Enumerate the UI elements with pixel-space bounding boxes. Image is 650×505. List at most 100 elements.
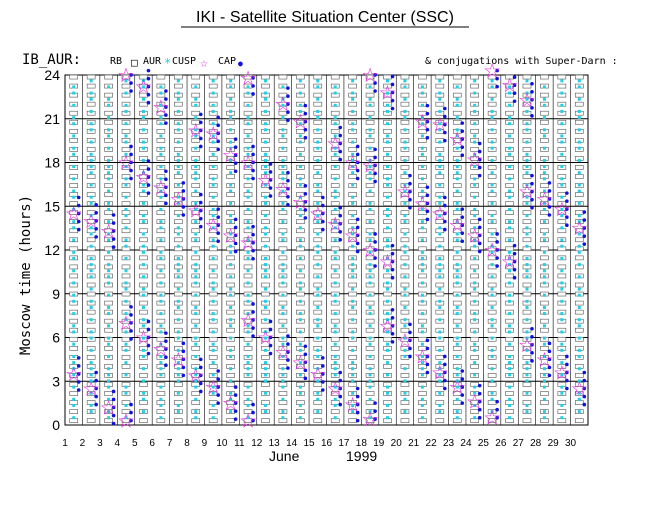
cap-dot: [181, 197, 186, 201]
cusp-marker: [403, 367, 407, 371]
cusp-marker: [194, 171, 198, 175]
y-tick-label: 0: [52, 417, 60, 433]
cusp-marker: [124, 287, 128, 291]
cap-dot: [129, 73, 133, 77]
cusp-marker: [263, 263, 267, 267]
cusp-marker: [542, 336, 546, 340]
cap-star: ☆: [379, 316, 397, 338]
aur-square: [208, 418, 218, 423]
cusp-marker: [107, 201, 111, 205]
cap-dot: [443, 203, 447, 208]
cap-dot: [443, 386, 447, 391]
aur-square: [261, 291, 270, 297]
cusp-marker: [438, 403, 442, 407]
cusp-marker: [455, 189, 459, 193]
aur-square: [208, 219, 218, 225]
cap-dot: [146, 335, 151, 340]
cap-star: ☆: [257, 328, 275, 350]
cusp-marker: [542, 305, 546, 309]
cap-dot: [355, 402, 360, 407]
aur-square: [296, 273, 305, 279]
cap-dot: [216, 223, 220, 228]
cusp-marker: [333, 312, 337, 316]
cusp-marker: [438, 318, 442, 322]
x-tick-label: 7: [167, 438, 173, 449]
cusp-marker: [72, 85, 76, 89]
cap-dot: [76, 372, 81, 376]
x-tick-label: 24: [460, 438, 472, 449]
cusp-marker: [124, 122, 128, 126]
cusp-marker: [159, 250, 163, 254]
cusp-marker: [211, 348, 215, 352]
cap-star: ☆: [65, 204, 83, 226]
cusp-marker: [438, 140, 442, 144]
aur-square: [208, 364, 218, 369]
cusp-marker: [455, 342, 459, 346]
cusp-marker: [438, 287, 442, 291]
cusp-marker: [211, 269, 215, 273]
cusp-marker: [333, 416, 337, 420]
cusp-marker: [211, 109, 215, 113]
aur-square: [452, 192, 462, 197]
cap-star: ☆: [239, 153, 257, 175]
cusp-marker: [194, 379, 198, 383]
cap-dot: [338, 157, 343, 162]
cap-dot: [355, 144, 360, 149]
cusp-marker: [403, 171, 407, 175]
cusp-marker: [438, 379, 442, 383]
cap-dot: [216, 115, 220, 120]
cusp-marker: [246, 226, 250, 230]
cusp-marker: [141, 85, 145, 89]
aur-square: [418, 246, 427, 252]
cap-dot: [303, 368, 308, 373]
cusp-marker: [89, 158, 93, 162]
cap-dot: [146, 92, 151, 97]
cusp-marker: [211, 238, 215, 242]
cusp-marker: [124, 140, 128, 144]
cusp-marker: [542, 158, 546, 162]
cusp-marker: [368, 275, 372, 279]
cap-dot: [146, 84, 151, 89]
aur-square: [330, 138, 340, 143]
cusp-marker: [229, 183, 233, 187]
cusp-marker: [525, 97, 529, 101]
cusp-marker: [194, 305, 198, 309]
cap-dot: [390, 106, 395, 111]
aur-square: [121, 83, 131, 89]
aur-square: [139, 309, 148, 315]
cap-dot: [129, 313, 133, 317]
cusp-marker: [368, 85, 372, 89]
cusp-marker: [176, 318, 180, 322]
cusp-marker: [72, 152, 76, 156]
cusp-marker: [351, 299, 355, 303]
cap-dot: [408, 346, 412, 351]
cusp-marker: [333, 116, 337, 120]
cusp-marker: [525, 244, 529, 248]
cap-dot: [530, 106, 534, 110]
aur-square: [121, 228, 131, 234]
cap-dot: [460, 121, 465, 125]
cap-dot: [338, 378, 343, 383]
cusp-marker: [263, 379, 267, 383]
aur-square: [348, 210, 357, 215]
cusp-marker: [455, 324, 459, 328]
aur-square: [121, 147, 131, 152]
cap-dot: [251, 232, 255, 237]
cap-dot: [373, 147, 377, 152]
y-tick-label: 21: [44, 111, 60, 127]
cusp-marker: [351, 128, 355, 132]
cusp-marker: [107, 171, 111, 175]
cap-star: ☆: [291, 192, 309, 214]
cap-dot: [233, 241, 238, 246]
cap-dot: [425, 201, 430, 206]
cusp-marker: [351, 232, 355, 236]
aur-square: [296, 418, 305, 423]
cusp-marker: [438, 122, 442, 126]
cusp-marker: [89, 318, 93, 322]
cap-dot: [495, 68, 499, 73]
aur-square: [243, 201, 253, 206]
cusp-marker: [246, 269, 250, 273]
cusp-marker: [508, 238, 512, 242]
cusp-marker: [124, 269, 128, 273]
cap-star: ☆: [570, 379, 588, 401]
